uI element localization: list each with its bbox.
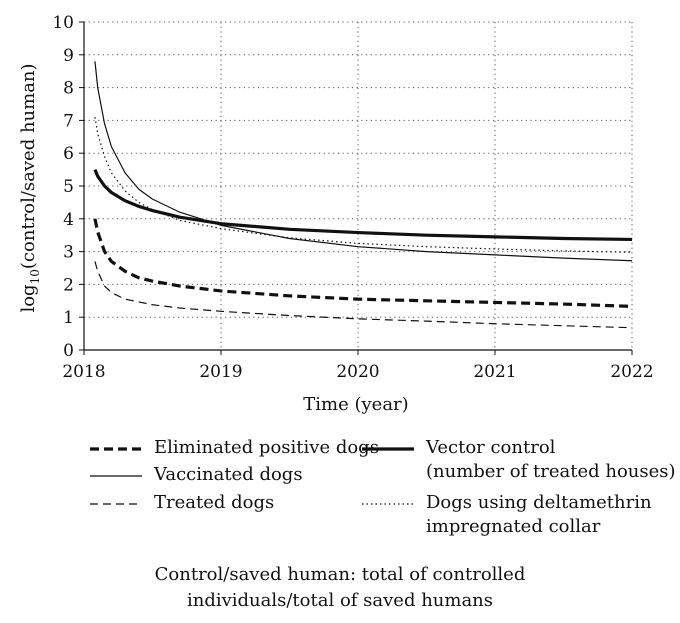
y-tick-label: 1 — [63, 308, 74, 328]
y-tick-label: 4 — [63, 210, 74, 230]
legend-swatch-solid-thin — [90, 475, 142, 477]
legend-item-vector-control: Vector control (number of treated houses… — [360, 436, 676, 484]
y-axis-title-main: log — [18, 284, 39, 312]
series-line-0 — [93, 218, 633, 308]
series-line-2 — [94, 261, 633, 329]
y-axis-title-rest: (control/saved human) — [18, 63, 39, 269]
y-tick-label: 5 — [63, 177, 74, 197]
line-chart: 0 1 2 3 4 5 6 7 8 9 10 2018 2019 2020 2021 2022 Time (y… — [18, 13, 654, 415]
x-tick-label: 2022 — [610, 362, 653, 382]
x-tick-label: 2019 — [199, 362, 242, 382]
legend-label: Vector control (number of treated houses… — [426, 437, 676, 482]
axes — [79, 21, 633, 355]
y-axis-title-subscript: 10 — [28, 269, 42, 284]
y-tick-label: 6 — [63, 144, 74, 164]
legend-swatch-dashed-thick — [90, 447, 142, 451]
legend-item-vaccinated-dogs: Vaccinated dogs — [88, 463, 303, 487]
legend-label: Dogs using deltamethrin impregnated coll… — [426, 492, 652, 537]
tick-labels: 0 1 2 3 4 5 6 7 8 9 10 2018 2019 2020 2021 2022 — [52, 13, 653, 382]
series-lines — [93, 61, 633, 329]
legend-item-treated-dogs: Treated dogs — [88, 491, 274, 515]
legend-swatch-dotted — [362, 503, 414, 505]
y-tick-label: 3 — [63, 243, 74, 263]
y-tick-label: 2 — [63, 275, 74, 295]
series-line-3 — [93, 168, 633, 242]
x-tick-label: 2020 — [336, 362, 379, 382]
y-tick-label: 7 — [63, 111, 74, 131]
legend-swatch-solid-thick — [362, 447, 414, 451]
series-line-1 — [94, 61, 633, 262]
legend-item-deltamethrin-collar: Dogs using deltamethrin impregnated coll… — [360, 491, 652, 539]
series-line-4 — [94, 117, 633, 253]
legend-swatch-dashed-thin — [90, 503, 142, 505]
y-axis-title: log10(control/saved human) — [18, 63, 42, 312]
x-tick-label: 2021 — [473, 362, 516, 382]
legend-label: Eliminated positive dogs — [154, 437, 379, 458]
legend-label: Treated dogs — [154, 492, 275, 513]
grid-lines — [84, 21, 633, 350]
y-tick-label: 9 — [63, 46, 74, 66]
y-tick-label: 8 — [63, 79, 74, 99]
y-tick-label: 0 — [63, 341, 74, 361]
x-tick-label: 2018 — [62, 362, 105, 382]
y-tick-label: 10 — [52, 13, 74, 33]
legend: Eliminated positive dogs Vaccinated dogs… — [0, 430, 680, 550]
legend-item-eliminated-positive-dogs: Eliminated positive dogs — [88, 436, 379, 460]
legend-label: Vaccinated dogs — [154, 464, 303, 485]
x-axis-title: Time (year) — [303, 394, 408, 415]
caption: Control/saved human: total of controlled… — [154, 564, 526, 611]
